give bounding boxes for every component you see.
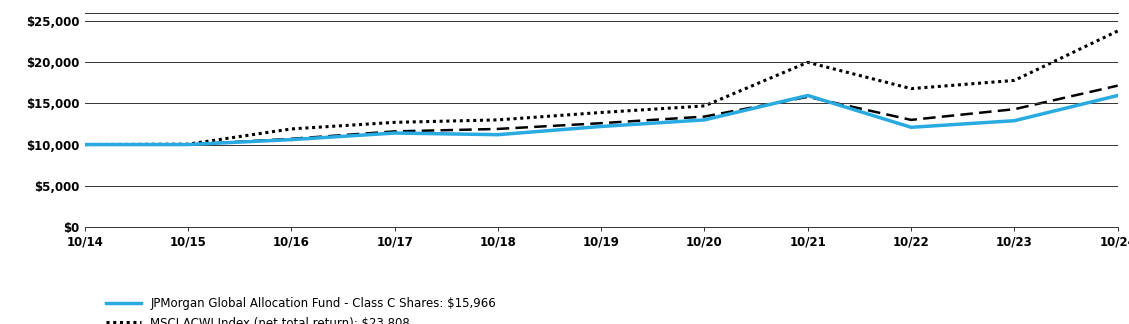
- Legend: JPMorgan Global Allocation Fund - Class C Shares: $15,966, MSCI ACWI Index (net : JPMorgan Global Allocation Fund - Class …: [100, 293, 657, 324]
